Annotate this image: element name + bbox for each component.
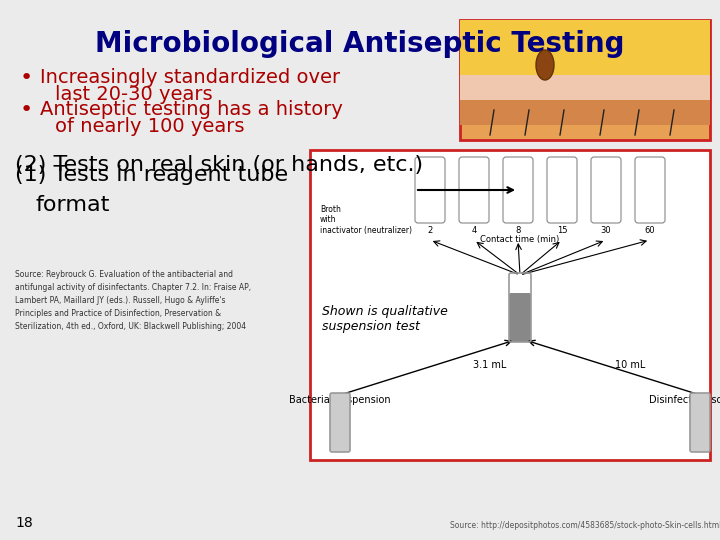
Ellipse shape bbox=[536, 50, 554, 80]
FancyBboxPatch shape bbox=[509, 293, 531, 342]
Bar bbox=[460, 20, 710, 75]
Text: 3.1 mL: 3.1 mL bbox=[473, 360, 507, 370]
Text: 4: 4 bbox=[472, 226, 477, 235]
Text: •: • bbox=[20, 100, 33, 120]
Bar bbox=[310, 150, 710, 460]
FancyBboxPatch shape bbox=[591, 157, 621, 223]
Bar bbox=[460, 100, 710, 125]
FancyBboxPatch shape bbox=[415, 157, 445, 223]
Text: last 20-30 years: last 20-30 years bbox=[55, 85, 212, 104]
Text: Principles and Practice of Disinfection, Preservation &: Principles and Practice of Disinfection,… bbox=[15, 309, 221, 318]
Text: of nearly 100 years: of nearly 100 years bbox=[55, 117, 245, 136]
FancyBboxPatch shape bbox=[690, 393, 710, 452]
FancyBboxPatch shape bbox=[503, 157, 533, 223]
Text: Microbiological Antiseptic Testing: Microbiological Antiseptic Testing bbox=[95, 30, 625, 58]
FancyBboxPatch shape bbox=[330, 393, 350, 452]
Text: suspension test: suspension test bbox=[322, 320, 420, 333]
Text: Shown is qualitative: Shown is qualitative bbox=[322, 305, 448, 318]
Text: (2) Tests on real skin (or hands, etc.): (2) Tests on real skin (or hands, etc.) bbox=[15, 155, 423, 175]
Text: 60: 60 bbox=[644, 226, 655, 235]
Text: Disinfectant solution: Disinfectant solution bbox=[649, 395, 720, 405]
Bar bbox=[460, 75, 710, 100]
Text: format: format bbox=[35, 195, 109, 215]
Text: Sterilization, 4th ed., Oxford, UK: Blackwell Publishing; 2004: Sterilization, 4th ed., Oxford, UK: Blac… bbox=[15, 322, 246, 331]
Text: 30: 30 bbox=[600, 226, 611, 235]
Bar bbox=[460, 20, 710, 140]
Text: Broth
with
inactivator (neutralizer): Broth with inactivator (neutralizer) bbox=[320, 205, 412, 235]
Text: Antiseptic testing has a history: Antiseptic testing has a history bbox=[40, 100, 343, 119]
Text: Increasingly standardized over: Increasingly standardized over bbox=[40, 68, 340, 87]
Text: 2: 2 bbox=[428, 226, 433, 235]
FancyBboxPatch shape bbox=[635, 157, 665, 223]
Text: (1) Tests in reagent tube: (1) Tests in reagent tube bbox=[15, 165, 288, 185]
Text: Source: Reybrouck G. Evaluation of the antibacterial and: Source: Reybrouck G. Evaluation of the a… bbox=[15, 270, 233, 279]
Text: 10 mL: 10 mL bbox=[615, 360, 645, 370]
Text: •: • bbox=[20, 68, 33, 88]
Text: Bacterial suspension: Bacterial suspension bbox=[289, 395, 391, 405]
Text: antifungal activity of disinfectants. Chapter 7.2. In: Fraise AP,: antifungal activity of disinfectants. Ch… bbox=[15, 283, 251, 292]
FancyBboxPatch shape bbox=[459, 157, 489, 223]
Text: Lambert PA, Maillard JY (eds.). Russell, Hugo & Ayliffe's: Lambert PA, Maillard JY (eds.). Russell,… bbox=[15, 296, 225, 305]
Text: 8: 8 bbox=[516, 226, 521, 235]
Text: Contact time (min): Contact time (min) bbox=[480, 235, 559, 244]
FancyBboxPatch shape bbox=[547, 157, 577, 223]
Text: 15: 15 bbox=[557, 226, 567, 235]
Text: 18: 18 bbox=[15, 516, 32, 530]
Text: Source: http://depositphotos.com/4583685/stock-photo-Skin-cells.html: Source: http://depositphotos.com/4583685… bbox=[450, 521, 720, 530]
